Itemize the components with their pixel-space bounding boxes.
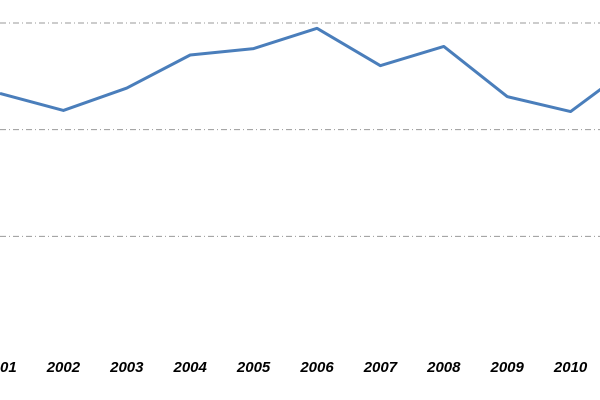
x-tick-label: 2008 [426, 359, 461, 376]
x-tick-label: 2006 [299, 359, 334, 376]
x-tick-label: 2009 [490, 359, 525, 376]
x-tick-label: 2001 [0, 359, 17, 376]
x-tick-label: 2010 [553, 359, 588, 376]
data-line [0, 26, 600, 114]
x-tick-label: 2005 [236, 359, 271, 376]
x-tick-label: 2002 [46, 359, 81, 376]
x-tick-label: 2003 [109, 359, 144, 376]
x-tick-label: 2004 [173, 359, 208, 376]
x-tick-label: 2007 [363, 359, 398, 376]
